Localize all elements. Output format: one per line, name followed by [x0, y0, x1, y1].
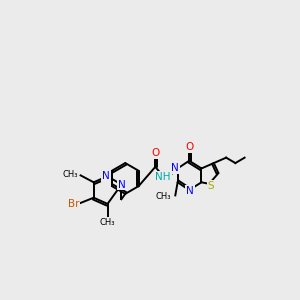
Text: CH₃: CH₃	[155, 192, 171, 201]
Text: N: N	[171, 164, 179, 173]
Text: CH₃: CH₃	[62, 170, 77, 179]
Text: O: O	[185, 142, 193, 152]
Text: S: S	[207, 181, 214, 191]
Text: CH₃: CH₃	[100, 218, 115, 227]
Text: N: N	[186, 186, 194, 196]
Text: O: O	[151, 148, 159, 158]
Text: N: N	[118, 180, 126, 190]
Text: N: N	[102, 171, 110, 181]
Text: Br: Br	[68, 199, 80, 209]
Text: NH: NH	[155, 172, 171, 182]
